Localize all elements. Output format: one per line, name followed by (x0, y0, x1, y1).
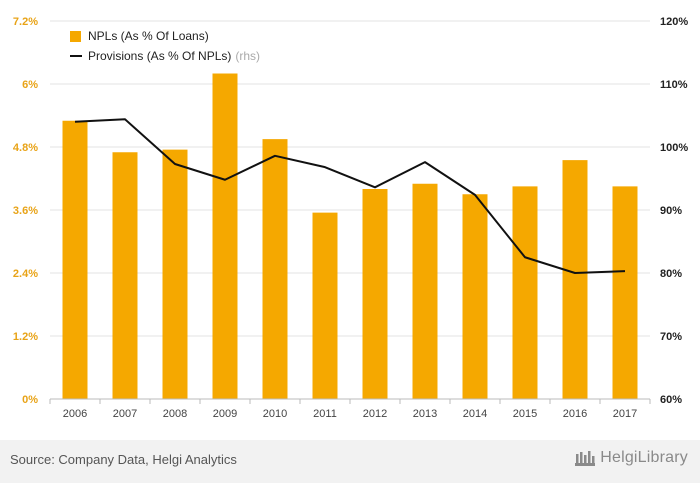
bar-2012[interactable] (362, 189, 388, 399)
bar-2007[interactable] (112, 152, 138, 399)
right-axis-label-3: 90% (660, 205, 682, 217)
source-text: Source: Company Data, Helgi Analytics (10, 452, 237, 467)
combo-chart: 2006 2007 2008 2009 2010 2011 2012 2013 2014 2015… (13, 16, 688, 420)
x-tick-label-2015: 2015 (513, 408, 537, 420)
footer: Source: Company Data, Helgi Analytics He… (0, 440, 700, 483)
library-icon (575, 451, 596, 466)
legend-rhs-suffix: (rhs) (235, 49, 261, 63)
legend-label-provisions: Provisions (As % Of NPLs) (88, 49, 232, 63)
left-axis-label-2: 2.4% (13, 268, 38, 280)
bar-2017[interactable] (612, 186, 638, 399)
bar-2011[interactable] (312, 212, 338, 399)
bar-2015[interactable] (512, 186, 538, 399)
right-axis-label-0: 60% (660, 394, 682, 406)
left-axis-label-1: 1.2% (13, 331, 38, 343)
bar-2014[interactable] (462, 194, 488, 399)
right-axis-label-6: 120% (660, 16, 688, 28)
bar-2010[interactable] (262, 139, 288, 399)
brand-name: HelgiLibrary (600, 449, 688, 466)
legend-item-npls[interactable]: NPLs (As % Of Loans) (70, 26, 260, 46)
x-tick-label-2014: 2014 (463, 408, 487, 420)
x-tick-label-2016: 2016 (563, 408, 587, 420)
legend: NPLs (As % Of Loans) Provisions (As % Of… (70, 26, 260, 66)
x-tick-label-2009: 2009 (213, 408, 237, 420)
right-axis-label-5: 110% (660, 79, 688, 91)
bar-2008[interactable] (162, 149, 188, 399)
left-axis-label-6: 7.2% (13, 16, 38, 28)
x-tick-label-2010: 2010 (263, 408, 287, 420)
legend-bar-swatch (70, 30, 81, 42)
left-axis-label-5: 6% (22, 79, 38, 91)
x-tick-label-2012: 2012 (363, 408, 387, 420)
bar-2013[interactable] (412, 183, 438, 399)
provisions-line (74, 118, 626, 274)
right-axis-label-1: 70% (660, 331, 682, 343)
legend-label-npls: NPLs (As % Of Loans) (88, 29, 209, 43)
legend-item-provisions[interactable]: Provisions (As % Of NPLs) (rhs) (70, 46, 260, 66)
x-tick-label-2007: 2007 (113, 408, 137, 420)
left-axis-label-4: 4.8% (13, 142, 38, 154)
x-tick-label-2017: 2017 (613, 408, 637, 420)
right-axis-label-2: 80% (660, 268, 682, 280)
bar-2006[interactable] (62, 120, 88, 399)
left-axis-label-3: 3.6% (13, 205, 38, 217)
x-tick-label-2006: 2006 (63, 408, 87, 420)
x-tick-label-2008: 2008 (163, 408, 187, 420)
legend-line-swatch (70, 55, 82, 57)
left-axis-label-0: 0% (22, 394, 38, 406)
x-tick-label-2011: 2011 (313, 408, 337, 420)
right-axis-label-4: 100% (660, 142, 688, 154)
bar-2016[interactable] (562, 160, 588, 399)
bar-2009[interactable] (212, 73, 238, 400)
brand-logo[interactable]: HelgiLibrary (574, 449, 688, 467)
x-tick-label-2013: 2013 (413, 408, 437, 420)
